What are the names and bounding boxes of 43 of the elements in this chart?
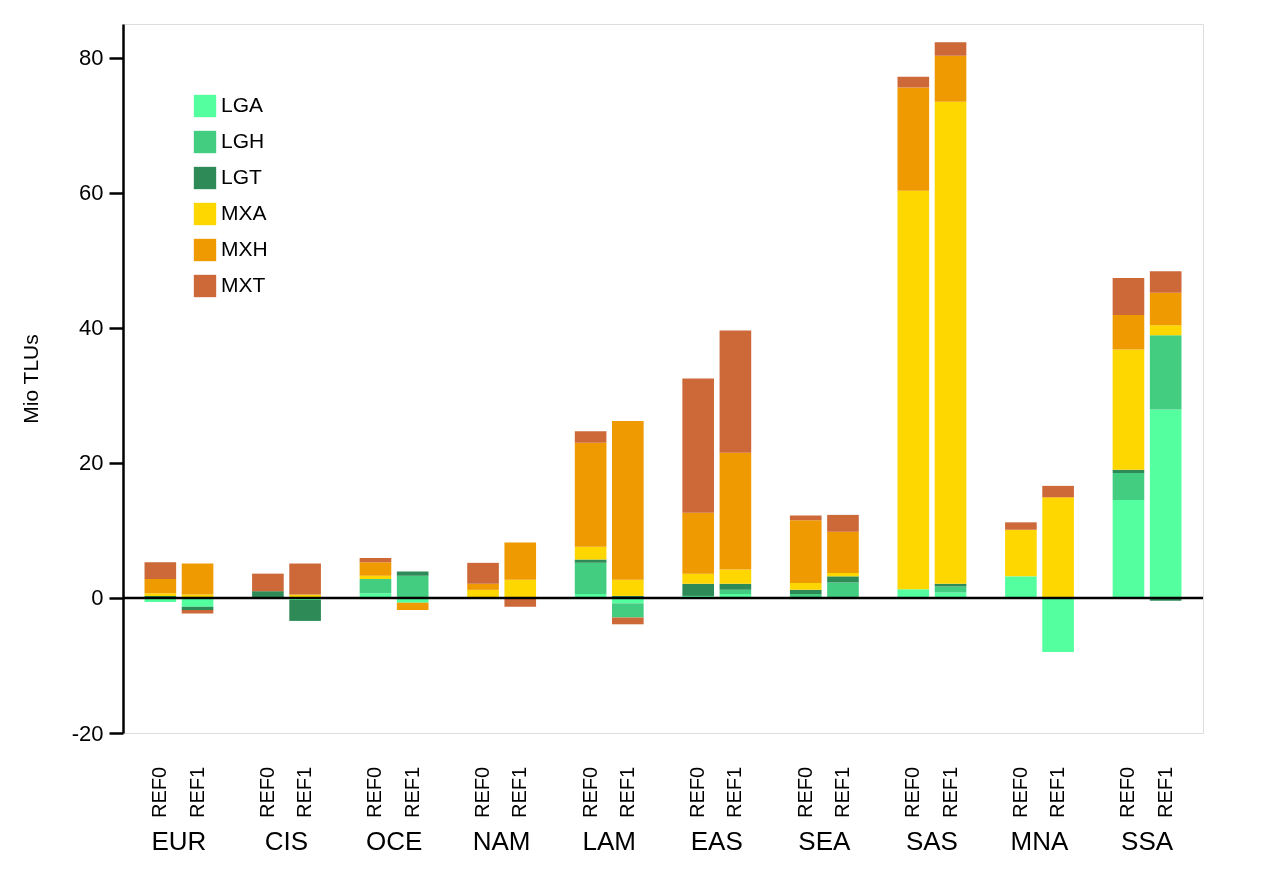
x-tick-label: REF1 bbox=[938, 766, 961, 818]
x-tick-label: REF1 bbox=[1153, 766, 1176, 818]
x-tick-label: REF0 bbox=[901, 766, 924, 818]
y-tick-label: 60 bbox=[79, 180, 104, 206]
y-tick-label: 80 bbox=[79, 45, 104, 71]
legend-label: MXA bbox=[221, 201, 267, 224]
text: OCE bbox=[365, 825, 423, 856]
x-tick-label: REF1 bbox=[508, 766, 531, 818]
y-tick-label: 40 bbox=[79, 315, 104, 341]
text: SSA bbox=[1121, 825, 1174, 856]
y-tick-label: 0 bbox=[91, 585, 104, 611]
x-tick-label: REF0 bbox=[1116, 766, 1139, 818]
x-tick-label: REF0 bbox=[255, 766, 278, 818]
legend-label: MXH bbox=[221, 237, 268, 260]
x-tick-label: REF0 bbox=[471, 766, 494, 818]
legend-label: LGH bbox=[221, 129, 265, 152]
x-tick-label: REF1 bbox=[293, 766, 316, 818]
x-tick-label: REF1 bbox=[1046, 766, 1069, 818]
x-tick-label: REF0 bbox=[793, 766, 816, 818]
x-tick-label: REF0 bbox=[363, 766, 386, 818]
text: LAM bbox=[582, 825, 636, 856]
x-tick-label: REF0 bbox=[1008, 766, 1031, 818]
x-tick-label: REF0 bbox=[148, 766, 171, 818]
legend-label: LGA bbox=[221, 93, 264, 116]
text: EAS bbox=[690, 825, 743, 856]
text: NAM bbox=[472, 825, 531, 856]
y-tick-label: -20 bbox=[71, 720, 104, 746]
legend-label: MXT bbox=[221, 273, 266, 296]
x-tick-label: REF1 bbox=[830, 766, 853, 818]
x-tick-label: REF1 bbox=[723, 766, 746, 818]
text: SAS bbox=[905, 825, 958, 856]
text: MNA bbox=[1010, 825, 1070, 856]
text: EUR bbox=[151, 825, 207, 856]
y-tick-label: 20 bbox=[79, 450, 104, 476]
x-tick-label: REF0 bbox=[578, 766, 601, 818]
legend-label: LGT bbox=[221, 165, 263, 188]
text: CIS bbox=[264, 825, 309, 856]
x-tick-label: REF0 bbox=[686, 766, 709, 818]
y-axis-title: Mio TLUs bbox=[18, 334, 42, 424]
x-tick-label: REF1 bbox=[185, 766, 208, 818]
x-tick-label: REF1 bbox=[400, 766, 423, 818]
x-tick-label: REF1 bbox=[615, 766, 638, 818]
text: SEA bbox=[798, 825, 852, 856]
